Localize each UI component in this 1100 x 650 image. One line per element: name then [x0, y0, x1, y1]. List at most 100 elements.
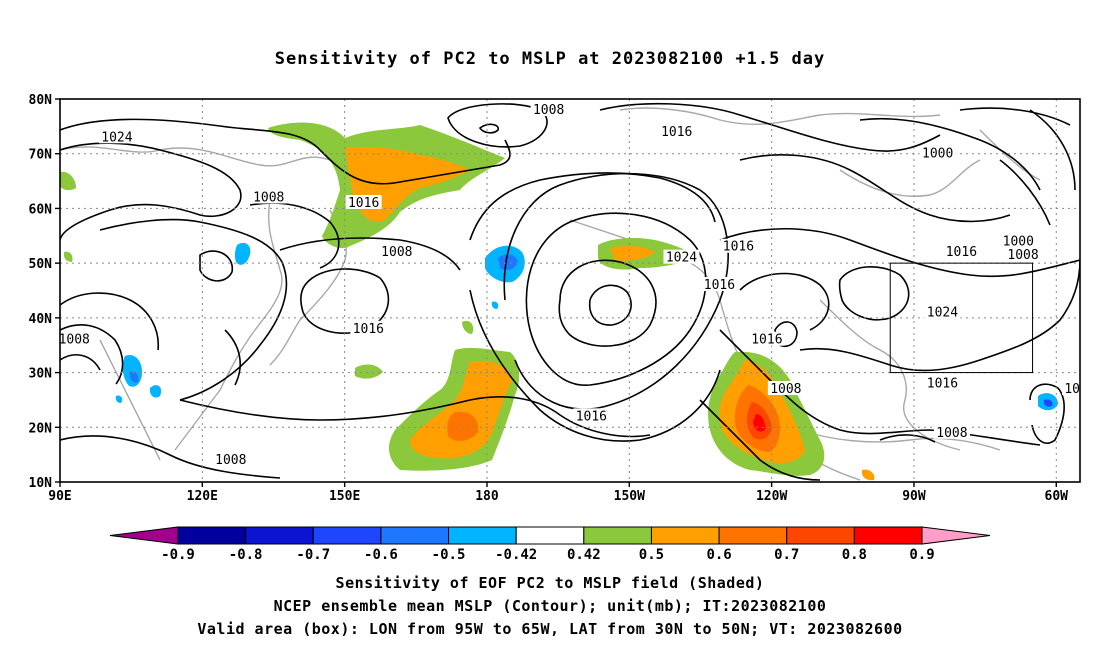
- contour-label-bg: [767, 380, 804, 395]
- lat-tick-label: 60N: [29, 202, 53, 217]
- lon-tick-label: 90W: [902, 489, 926, 504]
- contour-label-bg: [60, 331, 93, 346]
- colorbar-swatch: [380, 526, 450, 545]
- contour-label: 1008: [936, 426, 967, 441]
- contour-label: 1000: [922, 147, 953, 162]
- lat-tick-label: 40N: [29, 312, 53, 327]
- contour-label: 1016: [946, 245, 977, 260]
- colorbar-end-low: [109, 526, 179, 545]
- contour-label: 1008: [253, 190, 284, 205]
- contour-label-bg: [1000, 233, 1037, 248]
- contour-label-bg: [98, 129, 135, 144]
- contour-label-bg: [933, 424, 970, 439]
- contour-label: 1008: [59, 333, 90, 348]
- colorbar-swatch: [312, 526, 382, 545]
- shade-positive: [610, 245, 655, 261]
- contour-label: 1016: [348, 196, 379, 211]
- contour-label: 1008: [215, 453, 246, 468]
- lat-tick-label: 30N: [29, 367, 53, 382]
- contour-label: 1016: [723, 240, 754, 255]
- colorbar-label: 0.5: [639, 547, 664, 563]
- map-title: Sensitivity of PC2 to MSLP at 2023082100…: [274, 49, 826, 69]
- lon-tick-label: 150W: [614, 489, 645, 504]
- colorbar-end-high: [921, 526, 991, 545]
- plot-frame: [59, 98, 1081, 483]
- colorbar-swatch: [177, 526, 247, 545]
- colorbar-label: -0.5: [432, 547, 466, 563]
- shade-positive: [63, 251, 73, 262]
- shade-negative: [115, 395, 123, 403]
- contour-label: 1008: [381, 245, 412, 260]
- colorbar-swatch: [515, 526, 585, 545]
- colorbar-swatch: [718, 526, 788, 545]
- mslp-contours: [60, 102, 1080, 481]
- colorbar-swatch: [650, 526, 720, 545]
- contour-label-bg: [530, 101, 567, 116]
- shade-negative: [234, 242, 251, 265]
- contour-label: 1024: [927, 305, 958, 320]
- colorbar-label: -0.9: [161, 547, 195, 563]
- colorbar-label: 0.42: [567, 547, 601, 563]
- contour-label-bg: [350, 320, 387, 335]
- lon-tick-label: 90E: [48, 489, 71, 504]
- lon-tick-label: 150E: [329, 489, 360, 504]
- lat-tick-label: 20N: [29, 421, 53, 436]
- contour-label-bg: [720, 238, 757, 253]
- colorbar-swatch: [448, 526, 517, 545]
- contour-label: 1016: [704, 278, 735, 293]
- contour-label-bg: [1005, 246, 1042, 261]
- lat-tick-label: 50N: [29, 257, 53, 272]
- contour-label: 1016: [927, 377, 958, 392]
- colorbar-label: -0.6: [364, 547, 398, 563]
- colorbar-swatch: [245, 526, 314, 545]
- contour-label-bg: [943, 244, 980, 259]
- colorbar-label: -0.8: [229, 547, 263, 563]
- colorbar-label: 0.6: [706, 547, 731, 563]
- colorbar-label: 0.9: [909, 547, 934, 563]
- valid-area-box: [889, 262, 1034, 374]
- contour-label-bg: [345, 194, 382, 209]
- contour-label: 1008: [1007, 248, 1038, 263]
- shade-positive: [861, 469, 875, 481]
- shade-positive: [60, 171, 76, 191]
- contour-label: 1016: [353, 322, 384, 337]
- contour-label: 1008: [770, 382, 801, 397]
- shade-negative: [129, 371, 139, 383]
- shade-positive: [447, 411, 479, 441]
- lon-tick-label: 120E: [187, 489, 218, 504]
- lon-tick-label: 60W: [1045, 489, 1069, 504]
- contour-label-bg: [919, 145, 956, 160]
- colorbar-label: -0.7: [296, 547, 330, 563]
- colorbar-swatch: [583, 526, 652, 545]
- contour-label-bg: [924, 375, 961, 390]
- shade-negative: [491, 301, 499, 309]
- lat-tick-label: 10N: [29, 476, 53, 491]
- contour-label-bg: [212, 452, 249, 467]
- caption-valid-area: Valid area (box): LON from 95W to 65W, L…: [197, 620, 903, 638]
- contour-label: 1000: [1003, 234, 1034, 249]
- shade-positive: [410, 360, 512, 459]
- shade-negative: [149, 385, 162, 398]
- map-gridlines: [60, 99, 1080, 482]
- colorbar-label: 0.7: [774, 547, 799, 563]
- contour-label-bg: [658, 123, 695, 138]
- contour-label-bg: [1062, 380, 1080, 395]
- shade-positive: [462, 320, 474, 334]
- contour-label-bg: [250, 189, 287, 204]
- contour-label-bg: [663, 249, 700, 264]
- lon-tick-label: 180: [475, 489, 499, 504]
- caption-shading: Sensitivity of EOF PC2 to MSLP field (Sh…: [335, 574, 765, 592]
- contour-label: 1016: [1064, 382, 1095, 397]
- contour-label: 1008: [533, 103, 564, 118]
- lon-tick-label: 120W: [756, 489, 787, 504]
- colorbar: -0.9 -0.8 -0.7 -0.6 -0.5 -0.42 0.42 0.5 0.6 0.7 0.…: [109, 526, 991, 563]
- contour-label: 1016: [751, 333, 782, 348]
- lat-tick-label: 80N: [29, 93, 53, 108]
- contour-label-bg: [573, 408, 610, 423]
- caption-contour: NCEP ensemble mean MSLP (Contour); unit(…: [273, 597, 827, 615]
- shade-negative: [498, 254, 518, 270]
- contour-label: 1016: [661, 125, 692, 140]
